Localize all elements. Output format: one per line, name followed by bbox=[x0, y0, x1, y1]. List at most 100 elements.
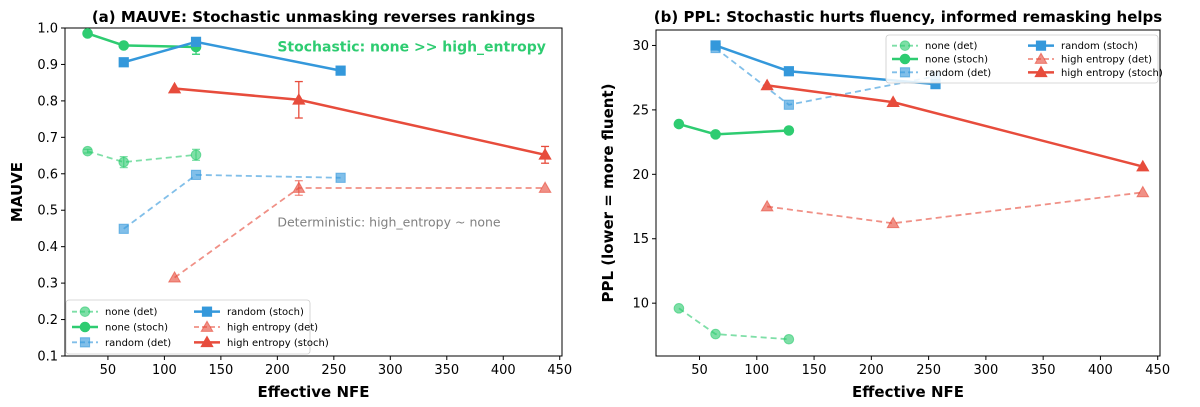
legend-marker bbox=[79, 337, 91, 348]
legend: none (det) none (stoch) random (det) random… bbox=[885, 34, 1163, 84]
chart-mauve: 50 100 150 200 250 300 350 400 450 0.1 0.2 0.3 0.4 0.… bbox=[8, 8, 572, 401]
series-random-stoch- bbox=[118, 36, 346, 76]
plot-frame bbox=[655, 29, 1161, 357]
legend-item: random (stoch) bbox=[1028, 40, 1138, 52]
y-tick-label: 0.9 bbox=[37, 58, 58, 73]
data-point bbox=[673, 303, 685, 314]
legend-label: high entropy (det) bbox=[227, 323, 318, 334]
data-point bbox=[538, 181, 552, 193]
legend-label: random (det) bbox=[925, 68, 991, 79]
x-tick-label: 300 bbox=[973, 363, 998, 378]
data-point bbox=[190, 169, 202, 180]
legend-box bbox=[65, 299, 311, 355]
legend-marker bbox=[79, 306, 91, 317]
series-none-stoch- bbox=[82, 28, 202, 55]
data-point bbox=[82, 28, 93, 39]
y-tick-label: 1.0 bbox=[37, 22, 58, 37]
x-tick-label: 400 bbox=[1088, 363, 1113, 378]
y-tick-label: 0.8 bbox=[37, 94, 58, 109]
legend-label: none (det) bbox=[105, 307, 157, 318]
legend-item: high entropy (det) bbox=[1028, 52, 1152, 66]
x-tick-label: 250 bbox=[321, 363, 346, 378]
x-tick-label: 350 bbox=[1031, 363, 1056, 378]
x-tick-label: 50 bbox=[691, 363, 708, 378]
x-tick-label: 150 bbox=[208, 363, 233, 378]
plot-area bbox=[673, 40, 1150, 345]
legend: none (det) none (stoch) random (det) random… bbox=[65, 299, 329, 355]
legend-label: none (det) bbox=[925, 41, 977, 52]
legend-label: none (stoch) bbox=[925, 55, 988, 66]
legend-item: high entropy (stoch) bbox=[1028, 65, 1163, 79]
y-tick-label: 0.3 bbox=[37, 277, 58, 292]
legend-label: none (stoch) bbox=[105, 323, 168, 334]
data-point bbox=[886, 95, 900, 108]
data-point bbox=[335, 65, 346, 76]
x-tick-label: 450 bbox=[547, 363, 572, 378]
x-tick-label: 450 bbox=[1145, 363, 1170, 378]
x-tick-label: 200 bbox=[265, 363, 290, 378]
legend-marker bbox=[201, 306, 213, 317]
data-point bbox=[710, 40, 721, 51]
series-none-det- bbox=[82, 145, 202, 169]
chart-ppl: 50 100 150 200 250 300 350 400 450 10 15 20 25 30 Effe… bbox=[599, 8, 1170, 401]
x-tick-label: 200 bbox=[859, 363, 884, 378]
legend-label: random (det) bbox=[105, 338, 171, 349]
data-point bbox=[783, 99, 794, 110]
data-point bbox=[760, 199, 774, 212]
plot-frame bbox=[64, 27, 563, 357]
x-tick-label: 50 bbox=[100, 363, 117, 378]
data-point bbox=[118, 57, 129, 68]
legend-box bbox=[885, 34, 1159, 84]
legend-marker bbox=[1034, 52, 1048, 64]
legend-marker bbox=[899, 40, 911, 51]
x-axis-label: Effective NFE bbox=[852, 383, 964, 401]
series-none-stoch- bbox=[673, 118, 795, 140]
series-random-det- bbox=[118, 169, 346, 234]
plot-area bbox=[82, 28, 552, 283]
data-point bbox=[538, 148, 552, 160]
y-tick-label: 25 bbox=[632, 103, 649, 118]
y-tick-label: 0.1 bbox=[37, 350, 58, 365]
legend-label: random (stoch) bbox=[227, 307, 304, 318]
series-high-entropy-stoch- bbox=[167, 80, 552, 164]
series-high-entropy-stoch- bbox=[760, 78, 1150, 172]
x-tick-label: 250 bbox=[916, 363, 941, 378]
data-point bbox=[190, 149, 202, 161]
series-high-entropy-det- bbox=[760, 185, 1150, 229]
series-line bbox=[766, 191, 1143, 225]
y-axis-label: MAUVE bbox=[8, 162, 26, 222]
y-tick-label: 0.5 bbox=[37, 204, 58, 219]
data-point bbox=[167, 81, 182, 94]
legend-label: high entropy (stoch) bbox=[227, 338, 329, 349]
data-point bbox=[335, 172, 346, 183]
data-point bbox=[673, 118, 685, 130]
y-tick-label: 0.4 bbox=[37, 240, 58, 255]
series-line bbox=[174, 187, 546, 279]
x-tick-label: 300 bbox=[378, 363, 403, 378]
series-line bbox=[678, 122, 789, 136]
legend-item: random (det) bbox=[892, 67, 991, 79]
data-point bbox=[783, 66, 794, 77]
data-point bbox=[292, 92, 306, 105]
y-tick-label: 0.7 bbox=[37, 131, 58, 146]
legend-item: random (stoch) bbox=[194, 306, 304, 318]
data-point bbox=[783, 125, 795, 136]
series-line bbox=[87, 150, 197, 164]
y-tick-label: 15 bbox=[632, 232, 649, 247]
chart-title: (b) PPL: Stochastic hurts fluency, infor… bbox=[654, 8, 1162, 26]
legend-marker bbox=[899, 67, 911, 78]
data-point bbox=[886, 216, 900, 229]
data-point bbox=[1136, 185, 1150, 198]
series-line bbox=[678, 307, 789, 341]
data-point bbox=[118, 40, 130, 51]
data-point bbox=[783, 333, 795, 345]
data-point bbox=[1136, 159, 1150, 172]
legend-label: high entropy (det) bbox=[1061, 55, 1152, 66]
x-tick-label: 100 bbox=[152, 363, 177, 378]
y-tick-label: 0.6 bbox=[37, 167, 58, 182]
y-tick-label: 0.2 bbox=[37, 313, 58, 328]
series-high-entropy-det- bbox=[167, 180, 552, 283]
legend-marker bbox=[200, 335, 214, 348]
legend-item: none (det) bbox=[72, 306, 157, 318]
